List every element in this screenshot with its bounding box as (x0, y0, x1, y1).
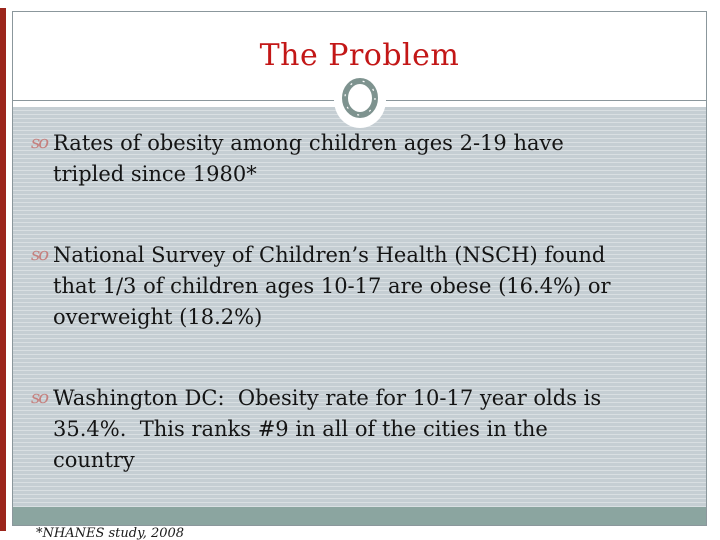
content-area: so Rates of obesity among children ages … (31, 107, 671, 540)
bullet-line: Rates of obesity among children ages 2-1… (53, 131, 564, 155)
bullet-line: Washington DC: Obesity rate for 10-17 ye… (53, 386, 602, 410)
swash-bullet-icon: so (31, 132, 49, 153)
footer-bar (13, 507, 706, 525)
bullet-line: that 1/3 of children ages 10-17 are obes… (53, 274, 611, 298)
bullet-text: National Survey of Children’s Health (NS… (53, 240, 611, 333)
bullet-item: so National Survey of Children’s Health … (31, 240, 671, 333)
title-area: The Problem (13, 12, 706, 100)
bullet-line: overweight (18.2%) (53, 305, 263, 329)
bullet-line: 35.4%. This ranks #9 in all of the citie… (53, 417, 548, 441)
bullet-item: so Rates of obesity among children ages … (31, 128, 671, 190)
bullet-line: National Survey of Children’s Health (NS… (53, 243, 606, 267)
bullet-text: Washington DC: Obesity rate for 10-17 ye… (53, 383, 601, 476)
bullet-item: so Washington DC: Obesity rate for 10-17… (31, 383, 671, 476)
bullet-line: country (53, 448, 135, 472)
slide-frame: The Problem so Rates of obesity among ch… (12, 11, 707, 540)
swash-bullet-icon: so (31, 387, 49, 408)
slide-title: The Problem (259, 38, 460, 73)
left-accent-bar (0, 8, 6, 531)
bullet-line: tripled since 1980* (53, 162, 257, 186)
title-divider-line (13, 100, 706, 101)
swash-bullet-icon: so (31, 244, 49, 265)
striped-background (13, 107, 706, 507)
footnote: *NHANES study, 2008 (36, 526, 185, 540)
bullet-text: Rates of obesity among children ages 2-1… (53, 128, 564, 190)
